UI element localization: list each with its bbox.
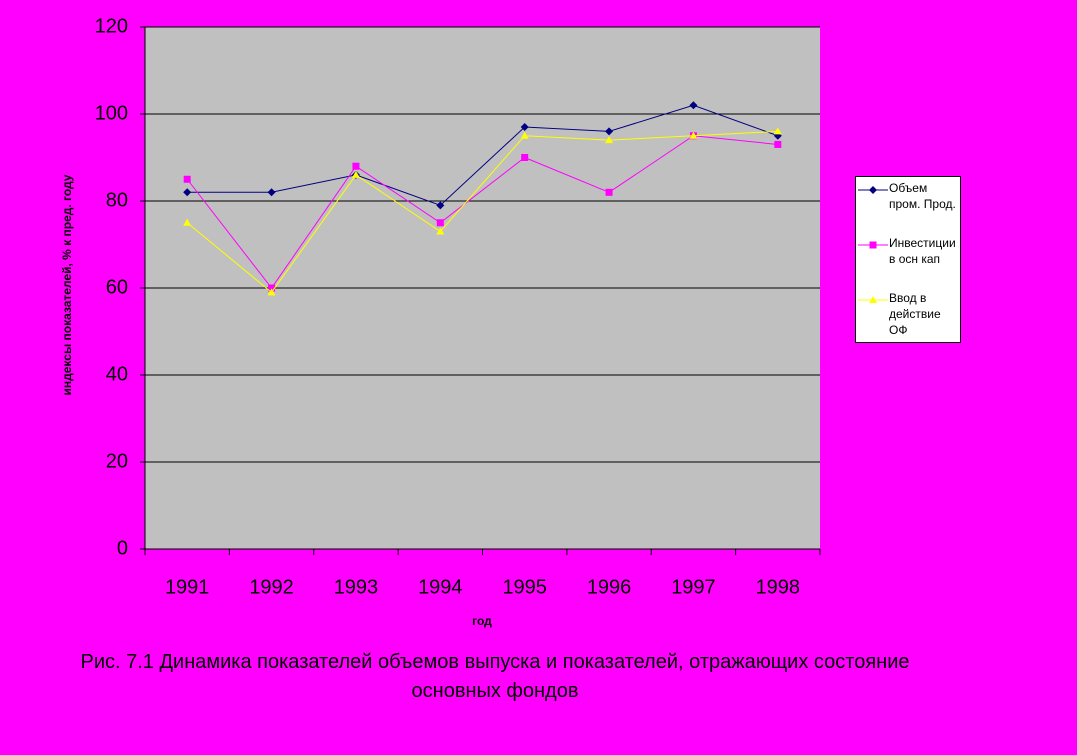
marker	[267, 188, 276, 197]
marker	[605, 136, 614, 144]
y-tick-label: 20	[106, 450, 128, 472]
legend-symbol	[858, 241, 888, 249]
marker	[689, 101, 698, 110]
legend-symbol	[858, 186, 888, 194]
y-tick-label: 60	[106, 276, 128, 298]
legend-symbol	[858, 296, 888, 303]
x-tick-label: 1996	[587, 576, 632, 598]
marker	[774, 140, 782, 148]
y-tick-label: 100	[95, 102, 128, 124]
marker	[520, 131, 529, 139]
legend: Объем пром. Прод. Инвестиции в осн кап Вво…	[855, 176, 961, 343]
y-tick-label: 40	[106, 363, 128, 385]
marker	[520, 123, 529, 132]
series-line	[187, 104, 778, 206]
y-tick-label: 0	[117, 537, 128, 559]
x-axis-label: год	[472, 614, 492, 628]
marker	[183, 188, 192, 197]
marker	[183, 218, 192, 226]
x-tick-label: 1997	[671, 576, 716, 598]
y-tick-label: 80	[106, 189, 128, 211]
marker	[869, 296, 877, 303]
legend-label: Ввод в действие ОФ	[889, 291, 941, 337]
x-tick-label: 1998	[756, 576, 801, 598]
marker	[689, 131, 698, 139]
y-axis-label: индексы показателей, % к пред. году	[60, 174, 74, 395]
x-tick-label: 1992	[249, 576, 294, 598]
x-tick-label: 1991	[165, 576, 210, 598]
marker	[521, 154, 529, 161]
marker	[352, 162, 360, 170]
marker	[351, 170, 360, 178]
marker	[773, 127, 782, 135]
marker	[605, 127, 614, 136]
legend-label: Объем пром. Прод.	[889, 181, 956, 211]
legend-label: Инвестиции в осн кап	[889, 236, 956, 266]
marker	[436, 219, 444, 227]
chart-title: Рис. 7.1 Динамика показателей объемов вы…	[80, 651, 910, 702]
legend-item: Объем пром. Прод.	[856, 180, 960, 230]
legend-item: Инвестиции в осн кап	[856, 235, 960, 285]
legend-item: Ввод в действие ОФ	[856, 290, 960, 340]
marker	[436, 227, 445, 235]
marker	[869, 186, 877, 194]
y-tick-label: 120	[95, 15, 128, 37]
marker	[869, 241, 877, 249]
x-tick-label: 1993	[334, 576, 379, 598]
marker	[183, 175, 191, 183]
marker	[436, 201, 445, 210]
x-tick-label: 1994	[418, 576, 463, 598]
marker	[605, 188, 613, 196]
marker	[268, 284, 276, 292]
marker	[267, 288, 276, 296]
series-line	[186, 135, 778, 289]
series-line	[186, 130, 778, 294]
x-tick-label: 1995	[502, 576, 547, 598]
